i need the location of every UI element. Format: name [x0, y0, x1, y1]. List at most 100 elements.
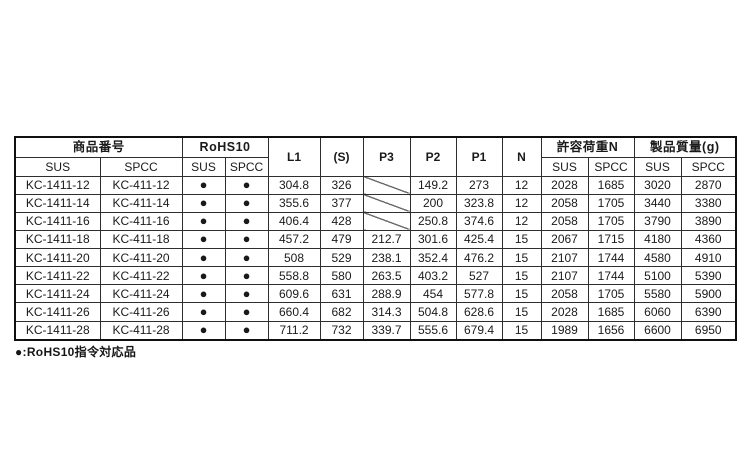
cell-l1: 508 — [267, 248, 321, 268]
subheader-mass-spcc: SPCC — [680, 156, 737, 177]
rohs-dot: ● — [181, 211, 226, 231]
cell-load-sus: 1989 — [540, 320, 589, 341]
table-row: KC-1411-14 KC-411-14 ● ● 355.6 377 200 323.8 12 2… — [14, 193, 737, 213]
rohs-dot: ● — [181, 302, 226, 322]
table-row: KC-1411-20 KC-411-20 ● ● 508 529 238.1 352.4 476… — [14, 248, 737, 268]
cell-s: 377 — [319, 193, 364, 213]
table-row: KC-1411-12 KC-411-12 ● ● 304.8 326 149.2 273 12 2… — [14, 175, 737, 195]
subheader-load-spcc: SPCC — [587, 156, 635, 177]
cell-sus-model: KC-1411-22 — [14, 266, 101, 286]
subheader-load-sus: SUS — [540, 156, 589, 177]
cell-p1: 476.2 — [455, 248, 503, 268]
rohs-dot: ● — [224, 229, 269, 250]
cell-mass-spcc: 3380 — [680, 193, 737, 213]
cell-sus-model: KC-1411-18 — [14, 229, 101, 250]
cell-p2: 454 — [409, 284, 457, 304]
cell-p3: 212.7 — [362, 229, 411, 250]
cell-spcc-model: KC-411-22 — [99, 266, 183, 286]
table-body: KC-1411-12 KC-411-12 ● ● 304.8 326 149.2 273 12 2… — [14, 175, 737, 341]
cell-n: 15 — [501, 229, 542, 250]
cell-p3-na — [362, 193, 411, 213]
cell-mass-spcc: 6390 — [680, 302, 737, 322]
cell-p2: 149.2 — [409, 175, 457, 195]
cell-p1: 323.8 — [455, 193, 503, 213]
rohs-dot: ● — [224, 320, 269, 341]
subheader-rohs-sus: SUS — [181, 156, 226, 177]
cell-load-spcc: 1656 — [587, 320, 635, 341]
subheader-product-sus: SUS — [14, 156, 101, 177]
cell-l1: 457.2 — [267, 229, 321, 250]
cell-n: 15 — [501, 284, 542, 304]
cell-n: 12 — [501, 211, 542, 231]
cell-p1: 679.4 — [455, 320, 503, 341]
cell-spcc-model: KC-411-24 — [99, 284, 183, 304]
cell-s: 529 — [319, 248, 364, 268]
cell-mass-spcc: 3890 — [680, 211, 737, 231]
cell-p3: 263.5 — [362, 266, 411, 286]
cell-p2: 200 — [409, 193, 457, 213]
cell-load-sus: 2067 — [540, 229, 589, 250]
product-spec-table: 商品番号 RoHS10 L1 (S) P3 P2 P1 N 許容荷重N 製品質量… — [14, 136, 738, 341]
cell-mass-spcc: 4360 — [680, 229, 737, 250]
header-p1: P1 — [455, 136, 503, 177]
cell-mass-sus: 6060 — [633, 302, 682, 322]
table-row: KC-1411-22 KC-411-22 ● ● 558.8 580 263.5 403.2 5… — [14, 266, 737, 286]
rohs-dot: ● — [181, 248, 226, 268]
cell-spcc-model: KC-411-26 — [99, 302, 183, 322]
cell-l1: 660.4 — [267, 302, 321, 322]
cell-n: 12 — [501, 175, 542, 195]
rohs-dot: ● — [181, 266, 226, 286]
cell-l1: 355.6 — [267, 193, 321, 213]
cell-p2: 555.6 — [409, 320, 457, 341]
cell-load-spcc: 1705 — [587, 193, 635, 213]
header-allowable-load: 許容荷重N — [540, 136, 635, 158]
cell-p1: 374.6 — [455, 211, 503, 231]
cell-s: 682 — [319, 302, 364, 322]
header-product-mass: 製品質量(g) — [633, 136, 737, 158]
cell-load-sus: 2028 — [540, 302, 589, 322]
cell-mass-sus: 6600 — [633, 320, 682, 341]
cell-mass-spcc: 2870 — [680, 175, 737, 195]
cell-p1: 273 — [455, 175, 503, 195]
table-row: KC-1411-16 KC-411-16 ● ● 406.4 428 250.8 374.6 1… — [14, 211, 737, 231]
cell-load-spcc: 1744 — [587, 266, 635, 286]
cell-load-sus: 2028 — [540, 175, 589, 195]
cell-p3: 288.9 — [362, 284, 411, 304]
cell-sus-model: KC-1411-24 — [14, 284, 101, 304]
cell-s: 631 — [319, 284, 364, 304]
cell-n: 15 — [501, 248, 542, 268]
rohs-dot: ● — [181, 284, 226, 304]
cell-mass-sus: 4580 — [633, 248, 682, 268]
cell-l1: 558.8 — [267, 266, 321, 286]
rohs-dot: ● — [224, 284, 269, 304]
rohs-footnote: ●:RoHS10指令対応品 — [15, 345, 137, 359]
header-product-number: 商品番号 — [14, 136, 183, 158]
subheader-rohs-spcc: SPCC — [224, 156, 269, 177]
cell-mass-sus: 5580 — [633, 284, 682, 304]
subheader-mass-sus: SUS — [633, 156, 682, 177]
cell-mass-spcc: 4910 — [680, 248, 737, 268]
header-rohs10: RoHS10 — [181, 136, 269, 158]
header-p2: P2 — [409, 136, 457, 177]
cell-load-spcc: 1685 — [587, 302, 635, 322]
cell-sus-model: KC-1411-28 — [14, 320, 101, 341]
rohs-dot: ● — [181, 193, 226, 213]
cell-mass-sus: 5100 — [633, 266, 682, 286]
cell-load-sus: 2107 — [540, 266, 589, 286]
cell-p2: 403.2 — [409, 266, 457, 286]
rohs-dot: ● — [224, 175, 269, 195]
cell-mass-sus: 3440 — [633, 193, 682, 213]
cell-sus-model: KC-1411-14 — [14, 193, 101, 213]
cell-mass-sus: 4180 — [633, 229, 682, 250]
cell-mass-spcc: 6950 — [680, 320, 737, 341]
cell-mass-sus: 3020 — [633, 175, 682, 195]
subheader-product-spcc: SPCC — [99, 156, 183, 177]
header-l1: L1 — [267, 136, 321, 177]
cell-n: 15 — [501, 302, 542, 322]
cell-s: 580 — [319, 266, 364, 286]
cell-load-sus: 2058 — [540, 284, 589, 304]
table-row: KC-1411-24 KC-411-24 ● ● 609.6 631 288.9 454 577… — [14, 284, 737, 304]
rohs-dot: ● — [181, 229, 226, 250]
cell-spcc-model: KC-411-14 — [99, 193, 183, 213]
cell-p1: 527 — [455, 266, 503, 286]
